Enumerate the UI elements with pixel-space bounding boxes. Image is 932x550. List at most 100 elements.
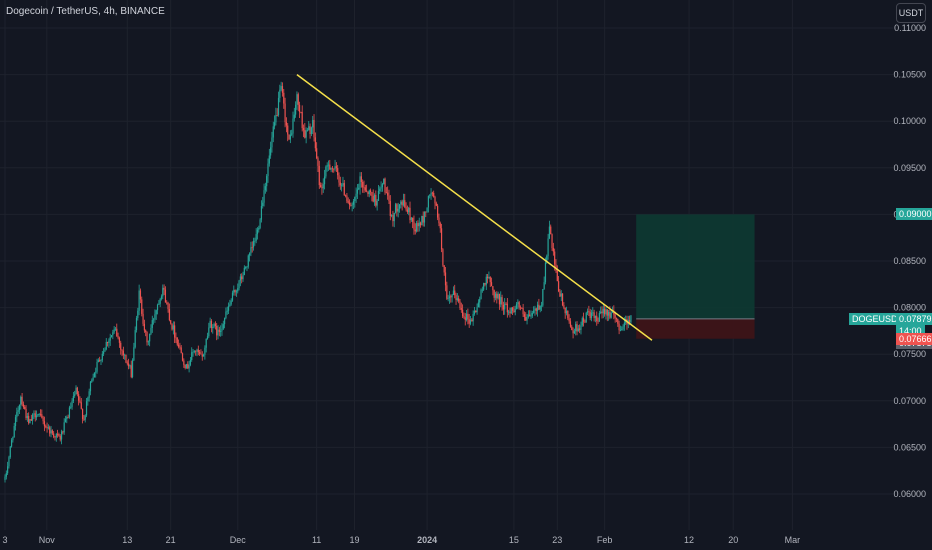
- candle-body: [72, 396, 74, 402]
- candle-body: [93, 372, 96, 378]
- candle-body: [272, 126, 274, 138]
- candle-body: [20, 396, 22, 405]
- candle-body: [388, 195, 390, 202]
- candle-body: [611, 310, 614, 313]
- candle-body: [38, 414, 40, 415]
- candle-body: [323, 176, 326, 185]
- candle-body: [530, 315, 532, 317]
- candle-body: [484, 282, 486, 285]
- candle-body: [267, 163, 269, 177]
- candle-body: [462, 309, 464, 317]
- candle-body: [25, 409, 27, 419]
- candle-body: [185, 364, 188, 369]
- candle-body: [200, 353, 202, 355]
- candle-body: [292, 118, 294, 134]
- candle-body: [342, 183, 344, 186]
- candle-body: [142, 313, 144, 324]
- candle-body: [360, 176, 362, 182]
- candle-body: [141, 299, 143, 314]
- stop-zone[interactable]: [636, 318, 755, 339]
- time-axis[interactable]: 3 Nov 13 21 Dec 11 19 2024 15 23 Feb 12 20 Mar: [2, 535, 800, 545]
- candle-body: [146, 332, 148, 343]
- candle-body: [28, 415, 30, 424]
- candle-body: [35, 415, 38, 418]
- candle-body: [270, 147, 272, 156]
- candle-body: [284, 103, 286, 123]
- candle-body: [535, 308, 537, 311]
- candle-body: [246, 266, 248, 268]
- trendline-layer[interactable]: [296, 73, 653, 341]
- candle-body: [544, 262, 547, 283]
- candle-body: [339, 182, 341, 186]
- candle-body: [298, 104, 301, 112]
- candle-body: [440, 228, 443, 250]
- candle-body: [525, 316, 527, 321]
- candle-body: [477, 302, 479, 308]
- candle-body: [96, 362, 98, 372]
- candle-body: [494, 293, 497, 298]
- candle-body: [425, 211, 427, 213]
- candle-body: [596, 315, 598, 322]
- candle-body: [473, 310, 476, 314]
- target-zone[interactable]: [636, 214, 755, 319]
- candle-body: [321, 187, 323, 189]
- candle-body: [487, 276, 489, 279]
- candle-body: [310, 127, 312, 134]
- candle-body: [394, 204, 397, 213]
- candle-body: [266, 176, 268, 187]
- candle-body: [116, 328, 118, 337]
- candle-body: [547, 238, 549, 257]
- candle-body: [260, 206, 263, 220]
- candle-body: [202, 354, 205, 357]
- candle-body: [629, 320, 631, 323]
- candle-body: [600, 311, 602, 314]
- candle-body: [483, 282, 485, 290]
- candle-body: [329, 164, 331, 170]
- candle-body: [174, 325, 176, 338]
- candle-body: [469, 319, 472, 324]
- trendline[interactable]: [296, 73, 653, 341]
- price-tick-label: 0.10500: [893, 70, 926, 80]
- candle-body: [621, 329, 623, 331]
- candle-body: [53, 433, 55, 437]
- candle-body: [536, 304, 539, 311]
- candle-body: [92, 377, 94, 381]
- candle-body: [543, 282, 545, 290]
- candle-body: [346, 195, 348, 202]
- candle-body: [492, 286, 494, 291]
- candle-body: [601, 311, 603, 314]
- candle-body: [593, 312, 595, 318]
- candle-body: [113, 329, 115, 333]
- candle-body: [224, 318, 226, 325]
- candle-body: [16, 411, 18, 418]
- candle-body: [351, 204, 353, 206]
- candle-body: [580, 325, 582, 330]
- symbol-tag: DOGEUSDT: [849, 312, 907, 325]
- candle-body: [302, 128, 305, 131]
- candle-body: [49, 427, 51, 434]
- candle-body: [561, 293, 564, 306]
- candle-body: [22, 404, 25, 407]
- candle-body: [556, 271, 558, 282]
- candle-body: [385, 192, 387, 194]
- time-tick-label: 21: [166, 535, 176, 545]
- candle-body: [70, 406, 72, 408]
- candle-body: [199, 352, 201, 354]
- currency-button[interactable]: USDT: [896, 3, 926, 23]
- candle-body: [263, 190, 265, 203]
- candle-body: [333, 168, 335, 170]
- candle-body: [293, 114, 295, 119]
- candle-body: [383, 178, 385, 185]
- position-zones[interactable]: [636, 214, 755, 339]
- candle-body: [559, 291, 561, 297]
- price-tick-label: 0.11000: [894, 23, 926, 33]
- candle-body: [279, 89, 281, 98]
- price-tick-label: 0.10000: [893, 116, 926, 126]
- price-tick-label: 0.06000: [893, 489, 926, 499]
- candle-body: [330, 168, 332, 170]
- candle-body: [117, 336, 119, 339]
- candle-body: [104, 349, 106, 352]
- candle-body: [133, 347, 135, 361]
- candle-body: [327, 164, 330, 166]
